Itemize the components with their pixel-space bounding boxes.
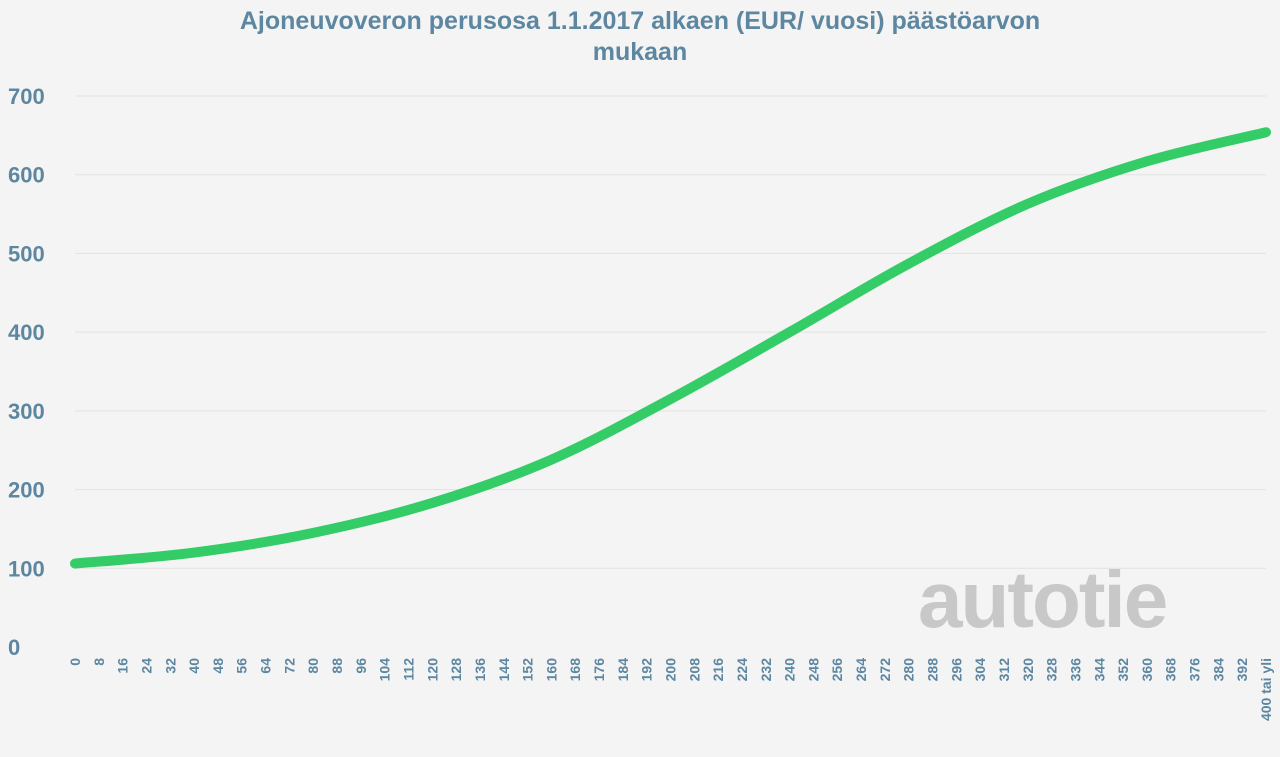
y-tick-label: 0: [8, 635, 20, 660]
x-tick-label: 160: [543, 658, 559, 682]
y-tick-label: 100: [8, 556, 45, 581]
gridlines: [75, 95, 1266, 569]
x-tick-label: 360: [1139, 658, 1155, 682]
x-tick-label: 192: [639, 658, 655, 682]
x-tick-label: 40: [186, 658, 202, 674]
x-tick-label: 136: [472, 658, 488, 682]
x-tick-label: 376: [1187, 658, 1203, 682]
x-tick-label: 400 tai yli: [1258, 658, 1274, 721]
x-tick-label: 240: [782, 658, 798, 682]
y-axis-ticks: 0 100 200 300 400 500 600 700: [8, 84, 45, 660]
x-tick-label: 256: [829, 658, 845, 682]
x-tick-label: 216: [710, 658, 726, 682]
x-tick-label: 288: [925, 658, 941, 682]
x-tick-label: 336: [1067, 658, 1083, 682]
series-line: [70, 127, 1271, 569]
x-tick-label: 112: [400, 658, 416, 681]
x-tick-label: 72: [281, 658, 297, 674]
x-tick-label: 8: [91, 658, 107, 666]
x-tick-label: 64: [258, 658, 274, 674]
x-tick-label: 128: [448, 658, 464, 682]
series-layer: [70, 127, 1271, 569]
y-tick-label: 500: [8, 241, 45, 266]
x-axis-ticks: 0 8 16 24 32 40 48 56 64 72 80 88 96 104 112 120 128 136 1…: [67, 658, 1274, 721]
x-tick-label: 272: [877, 658, 893, 682]
x-tick-label: 24: [138, 658, 154, 674]
x-tick-label: 144: [496, 658, 512, 682]
x-tick-label: 16: [115, 658, 131, 674]
x-tick-label: 96: [353, 658, 369, 674]
x-tick-label: 120: [424, 658, 440, 682]
x-tick-label: 384: [1210, 658, 1226, 682]
x-tick-label: 320: [1020, 658, 1036, 682]
x-tick-label: 208: [686, 658, 702, 682]
chart-title-line-1: Ajoneuvoveron perusosa 1.1.2017 alkaen (…: [239, 7, 1041, 35]
x-tick-label: 344: [1091, 658, 1107, 682]
chart-title: Ajoneuvoveron perusosa 1.1.2017 alkaen (…: [0, 6, 1280, 68]
x-tick-label: 88: [329, 658, 345, 674]
x-tick-label: 0: [67, 658, 83, 666]
x-tick-label: 232: [758, 658, 774, 682]
x-tick-label: 184: [615, 658, 631, 682]
x-tick-label: 176: [591, 658, 607, 682]
x-tick-label: 224: [734, 658, 750, 682]
x-tick-label: 48: [210, 658, 226, 674]
x-tick-label: 312: [996, 658, 1012, 682]
x-tick-label: 328: [1044, 658, 1060, 682]
x-tick-label: 248: [805, 658, 821, 682]
x-tick-label: 368: [1163, 658, 1179, 682]
x-tick-label: 80: [305, 658, 321, 674]
y-tick-label: 600: [8, 163, 45, 188]
x-tick-label: 304: [972, 658, 988, 682]
chart-title-line-2: mukaan: [592, 38, 688, 66]
y-tick-label: 400: [8, 320, 45, 345]
y-tick-label: 300: [8, 399, 45, 424]
autotie-watermark-logo: autotie: [918, 555, 1168, 644]
x-tick-label: 296: [948, 658, 964, 682]
x-tick-label: 392: [1234, 658, 1250, 682]
x-tick-label: 200: [663, 658, 679, 682]
x-tick-label: 56: [234, 658, 250, 674]
x-tick-label: 168: [567, 658, 583, 682]
y-tick-label: 700: [8, 84, 45, 109]
x-tick-label: 104: [377, 658, 393, 682]
x-tick-label: 280: [901, 658, 917, 682]
x-tick-label: 352: [1115, 658, 1131, 682]
x-tick-label: 32: [162, 658, 178, 674]
y-tick-label: 200: [8, 478, 45, 503]
x-tick-label: 152: [520, 658, 536, 682]
x-tick-label: 264: [853, 658, 869, 682]
